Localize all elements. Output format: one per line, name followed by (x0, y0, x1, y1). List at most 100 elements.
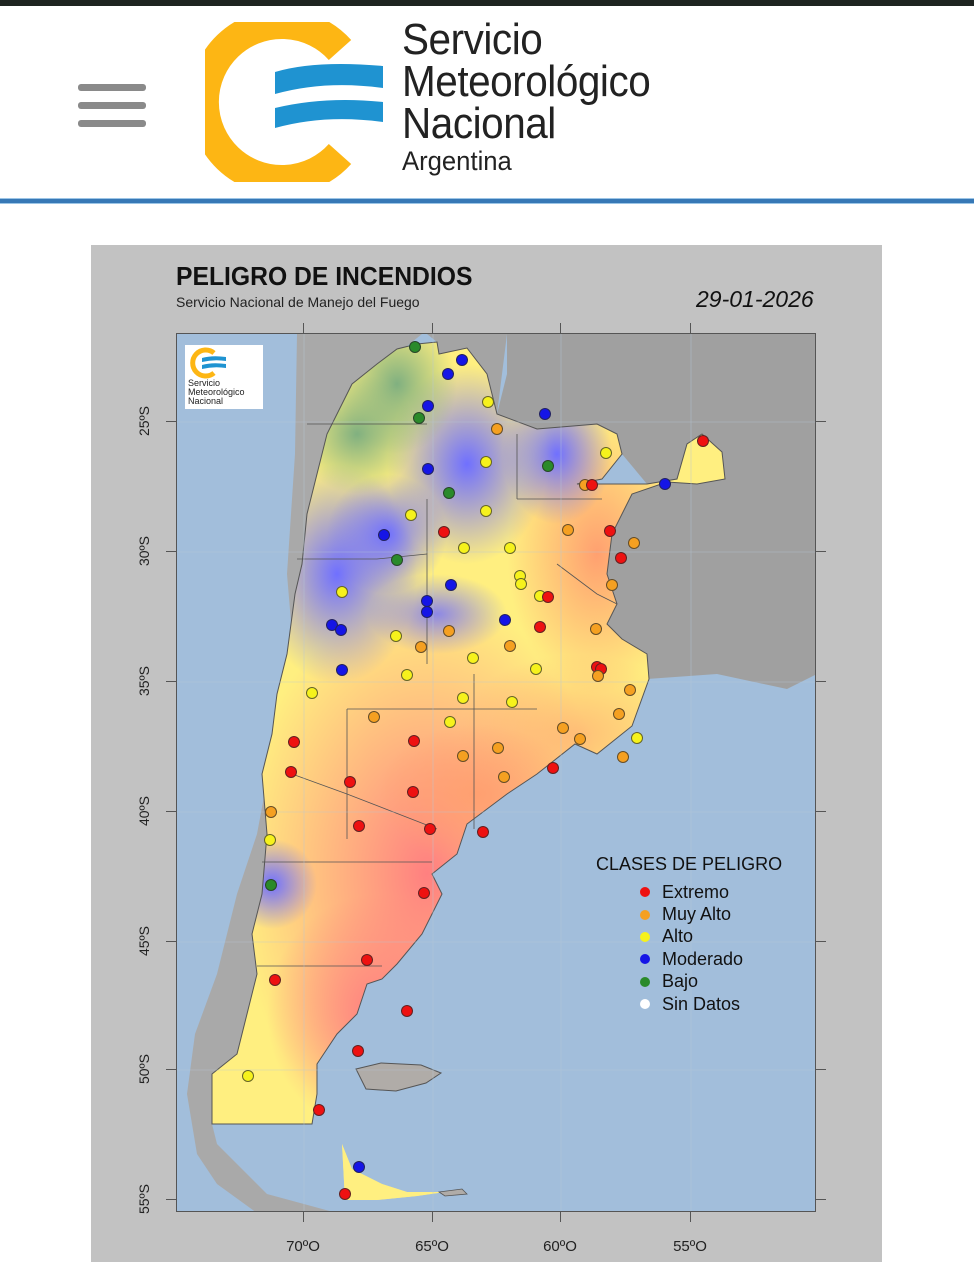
station-marker (615, 552, 627, 564)
y-tick (166, 941, 176, 942)
station-marker (401, 669, 413, 681)
x-axis-label: 70ºO (286, 1238, 320, 1255)
station-marker (313, 1104, 325, 1116)
station-marker (590, 623, 602, 635)
site-header: Servicio Meteorológico Nacional Argentin… (0, 6, 974, 198)
station-marker (335, 624, 347, 636)
station-marker (480, 456, 492, 468)
station-marker (613, 708, 625, 720)
y-tick (816, 1069, 826, 1070)
station-marker (265, 806, 277, 818)
brand-line-3: Nacional (402, 99, 556, 148)
x-axis-label: 65ºO (415, 1238, 449, 1255)
inset-logo-line-3: Nacional (188, 396, 224, 406)
x-tick (690, 323, 691, 333)
station-marker (457, 750, 469, 762)
map-date: 29-01-2026 (696, 286, 814, 312)
station-marker (336, 664, 348, 676)
station-marker (445, 579, 457, 591)
station-marker (542, 591, 554, 603)
station-marker (574, 733, 586, 745)
x-axis-label: 60ºO (543, 1238, 577, 1255)
inset-logo-icon (190, 347, 226, 379)
station-marker (659, 478, 671, 490)
station-marker (405, 509, 417, 521)
legend-label: Bajo (662, 971, 699, 992)
station-marker (557, 722, 569, 734)
station-marker (361, 954, 373, 966)
map-plot-area (176, 333, 816, 1212)
legend-dot-icon (640, 954, 650, 965)
station-marker (265, 879, 277, 891)
station-marker (477, 826, 489, 838)
station-marker (491, 423, 503, 435)
legend-label: Muy Alto (662, 904, 732, 925)
legend-item-sin-datos: Sin Datos (640, 993, 782, 1015)
y-axis-label: 45ºS (136, 925, 152, 957)
y-tick (166, 681, 176, 682)
station-marker (424, 823, 436, 835)
station-marker (604, 525, 616, 537)
brand-line-1: Servicio (402, 15, 543, 64)
station-marker (624, 684, 636, 696)
station-marker (391, 554, 403, 566)
legend-dot-icon (640, 887, 650, 898)
station-marker (530, 663, 542, 675)
station-marker (592, 670, 604, 682)
legend-item-extremo: Extremo (640, 881, 782, 903)
station-marker (415, 641, 427, 653)
station-marker (242, 1070, 254, 1082)
station-marker (539, 408, 551, 420)
station-marker (264, 834, 276, 846)
y-tick (166, 811, 176, 812)
menu-line (78, 102, 146, 109)
station-marker (401, 1005, 413, 1017)
station-marker (443, 625, 455, 637)
station-marker (339, 1188, 351, 1200)
y-tick (816, 1199, 826, 1200)
x-axis-label: 55ºO (673, 1238, 707, 1255)
station-marker (456, 354, 468, 366)
header-divider (0, 198, 974, 204)
station-marker (697, 435, 709, 447)
station-marker (542, 460, 554, 472)
y-axis-label: 50ºS (136, 1053, 152, 1085)
status-bar (0, 0, 974, 6)
legend-item-bajo: Bajo (640, 971, 782, 993)
brand-wordmark[interactable]: Servicio Meteorológico Nacional Argentin… (402, 18, 672, 175)
station-marker (606, 579, 618, 591)
legend-dot-icon (640, 976, 650, 987)
station-marker (443, 487, 455, 499)
station-marker (480, 505, 492, 517)
legend-dot-icon (640, 999, 650, 1010)
station-marker (421, 606, 433, 618)
map-title: PELIGRO DE INCENDIOS (176, 261, 473, 291)
y-axis-label: 35ºS (136, 665, 152, 697)
station-marker (467, 652, 479, 664)
legend-item-alto: Alto (640, 926, 782, 948)
station-marker (458, 542, 470, 554)
y-axis-label: 30ºS (136, 535, 152, 567)
station-marker (631, 732, 643, 744)
hamburger-menu-icon[interactable] (78, 84, 146, 130)
station-marker (418, 887, 430, 899)
station-marker (442, 368, 454, 380)
station-marker (409, 341, 421, 353)
station-marker (408, 735, 420, 747)
y-tick (816, 421, 826, 422)
station-marker (353, 1161, 365, 1173)
legend-item-moderado: Moderado (640, 948, 782, 970)
station-marker (413, 412, 425, 424)
station-marker (498, 771, 510, 783)
station-marker (504, 640, 516, 652)
x-tick (690, 1212, 691, 1222)
legend-label: Moderado (662, 948, 744, 969)
legend-label: Extremo (662, 881, 730, 902)
menu-line (78, 120, 146, 127)
menu-line (78, 84, 146, 91)
station-marker (407, 786, 419, 798)
station-marker (344, 776, 356, 788)
y-tick (166, 421, 176, 422)
station-marker (285, 766, 297, 778)
smn-logo-icon[interactable] (205, 22, 395, 182)
